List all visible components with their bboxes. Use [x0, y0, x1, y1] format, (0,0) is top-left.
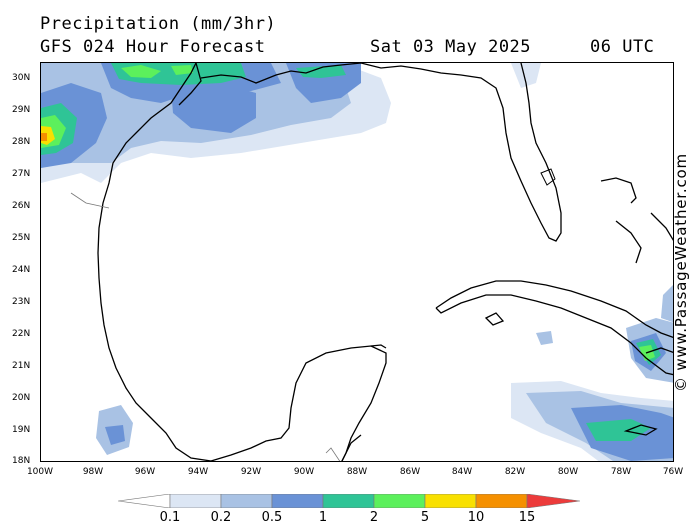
coast-cuba	[435, 280, 673, 376]
colorbar-seg-0	[118, 494, 171, 508]
colorbar-seg-4	[322, 494, 375, 508]
colorbar-seg-7	[475, 494, 528, 508]
precip-layer	[41, 63, 673, 461]
precip-teal-nola	[296, 65, 346, 78]
lon-label-76w: 76W	[662, 467, 684, 477]
lon-label-94w: 94W	[187, 467, 209, 477]
precip-orange-west	[41, 133, 47, 141]
lat-label-20n: 20N	[12, 393, 31, 403]
colorbar-label-6: 10	[467, 510, 485, 525]
colorbar-label-7: 15	[518, 510, 536, 525]
colorbar-label-3: 1	[318, 510, 328, 525]
lake-okeechobee	[540, 168, 556, 186]
precip-green-north-2	[171, 65, 193, 75]
border-mexico-guatemala	[325, 447, 341, 461]
precip-mid-sw	[105, 425, 125, 445]
colorbar-seg-6	[424, 494, 477, 508]
country-borders	[70, 192, 341, 461]
title-precipitation: Precipitation (mm/3hr)	[40, 14, 277, 34]
colorbar-seg-2	[220, 494, 273, 508]
lon-label-88w: 88W	[346, 467, 368, 477]
lat-label-18n: 18N	[12, 456, 31, 466]
border-us-mexico	[70, 192, 110, 209]
colorbar-seg-5	[373, 494, 426, 508]
lat-label-28n: 28N	[12, 137, 31, 147]
colorbar-seg-1	[169, 494, 222, 508]
lon-label-90w: 90W	[293, 467, 315, 477]
lon-label-98w: 98W	[82, 467, 104, 477]
precip-light-cuba-w	[536, 331, 553, 345]
credit-watermark: © www.PassageWeather.com	[672, 153, 690, 392]
lat-label-25n: 25N	[12, 233, 31, 243]
lat-label-30n: 30N	[12, 73, 31, 83]
coast-bahamas	[600, 177, 673, 264]
lon-label-96w: 96W	[134, 467, 156, 477]
forecast-time: 06 UTC	[590, 37, 655, 57]
colorbar-label-4: 2	[369, 510, 379, 525]
colorbar-label-5: 5	[420, 510, 430, 525]
lat-label-21n: 21N	[12, 361, 31, 371]
colorbar-label-1: 0.2	[210, 510, 232, 525]
coast-yucatan-east	[370, 344, 387, 349]
precip-light-bahamas	[661, 285, 673, 323]
coastline	[97, 63, 673, 461]
lon-label-92w: 92W	[240, 467, 262, 477]
coast-mexico-us	[97, 63, 387, 461]
lakes	[540, 168, 556, 186]
precip-teal-carib	[586, 419, 651, 441]
lon-label-100w: 100W	[26, 467, 54, 477]
colorbar-label-2: 0.5	[261, 510, 283, 525]
forecast-date: Sat 03 May 2025	[370, 37, 532, 57]
coast-isle-of-youth	[484, 312, 505, 326]
map-svg	[41, 63, 673, 461]
colorbar-seg-3	[271, 494, 324, 508]
precipitation-map	[40, 62, 674, 462]
lat-label-29n: 29N	[12, 105, 31, 115]
coast-haiti	[645, 347, 673, 354]
coast-gulf-north	[178, 63, 562, 242]
lon-label-78w: 78W	[610, 467, 632, 477]
precip-green-north	[121, 65, 161, 78]
lat-label-23n: 23N	[12, 297, 31, 307]
precip-mid-north-east	[171, 83, 256, 133]
lat-label-22n: 22N	[12, 329, 31, 339]
lon-label-80w: 80W	[557, 467, 579, 477]
coast-jamaica	[623, 424, 658, 436]
coast-honduras	[341, 434, 362, 461]
colorbar-seg-8	[526, 494, 580, 508]
model-run-label: GFS 024 Hour Forecast	[40, 37, 266, 57]
lon-label-82w: 82W	[504, 467, 526, 477]
lat-label-27n: 27N	[12, 169, 31, 179]
precip-light-fl	[511, 63, 541, 88]
colorbar-label-0: 0.1	[159, 510, 181, 525]
colorbar	[118, 494, 580, 508]
lon-label-84w: 84W	[451, 467, 473, 477]
lat-label-24n: 24N	[12, 265, 31, 275]
lon-label-86w: 86W	[399, 467, 421, 477]
lat-label-19n: 19N	[12, 425, 31, 435]
lat-label-26n: 26N	[12, 201, 31, 211]
